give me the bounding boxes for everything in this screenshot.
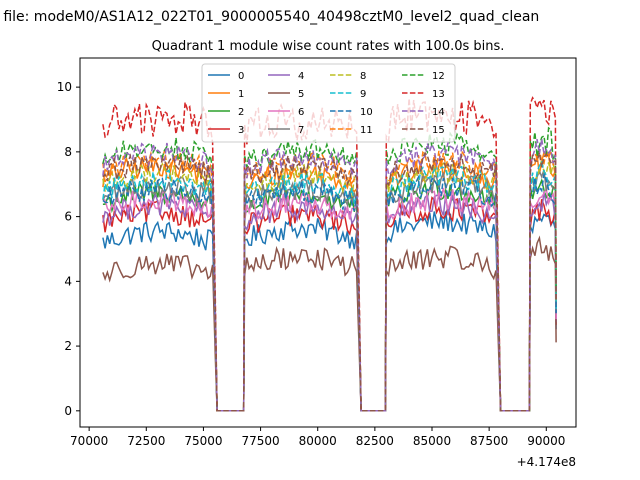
series-line-7 <box>102 169 557 412</box>
series-line-4 <box>102 191 557 412</box>
series-line-13 <box>102 96 557 412</box>
legend-label-0: 0 <box>238 71 244 82</box>
x-tick-label: 72500 <box>127 434 165 448</box>
legend-label-1: 1 <box>238 89 244 100</box>
x-tick-label: 82500 <box>356 434 394 448</box>
legend-label-8: 8 <box>360 71 366 82</box>
legend-label-2: 2 <box>238 107 244 118</box>
series-line-1 <box>102 150 557 412</box>
x-offset-label: +4.174e8 <box>517 455 576 469</box>
y-tick-label: 0 <box>64 404 72 418</box>
legend-label-5: 5 <box>298 89 304 100</box>
x-tick-label: 70000 <box>70 434 108 448</box>
x-tick-label: 80000 <box>299 434 337 448</box>
legend-label-11: 11 <box>360 125 373 136</box>
series-layer <box>102 96 557 412</box>
legend-label-7: 7 <box>298 125 304 136</box>
y-tick-label: 4 <box>64 274 72 288</box>
legend-label-12: 12 <box>432 71 445 82</box>
legend-label-10: 10 <box>360 107 373 118</box>
legend-label-9: 9 <box>360 89 366 100</box>
axes-frame <box>79 57 577 428</box>
chart-title: Quadrant 1 module wise count rates with … <box>152 39 505 54</box>
y-tick-label: 8 <box>64 145 72 159</box>
x-tick-label: 85000 <box>413 434 451 448</box>
legend-label-6: 6 <box>298 107 304 118</box>
x-tick-label: 75000 <box>184 434 222 448</box>
legend-box <box>201 63 456 143</box>
x-tick-label: 77500 <box>241 434 279 448</box>
y-tick-label: 6 <box>64 210 72 224</box>
legend-label-4: 4 <box>298 71 304 82</box>
series-line-5 <box>102 235 557 412</box>
series-line-9 <box>102 160 557 412</box>
legend-label-15: 15 <box>432 125 445 136</box>
figure-suptitle: n file: modeM0/AS1A12_022T01_9000005540_… <box>0 9 539 25</box>
legend-label-14: 14 <box>432 107 445 118</box>
series-line-3 <box>102 196 557 412</box>
series-line-6 <box>102 186 557 412</box>
series-line-0 <box>102 211 557 412</box>
x-axis: 70000 72500 75000 77500 80000 82500 85000 87500… <box>70 427 565 448</box>
series-line-14 <box>102 138 557 412</box>
plot-area <box>102 96 557 412</box>
x-tick-label: 90000 <box>527 434 565 448</box>
y-tick-label: 10 <box>57 80 72 94</box>
series-line-15 <box>102 151 557 412</box>
legend-label-13: 13 <box>432 89 445 100</box>
y-tick-label: 2 <box>64 339 72 353</box>
series-line-10 <box>102 173 557 412</box>
y-axis: 0 2 4 6 8 10 <box>57 80 80 418</box>
legend-label-3: 3 <box>238 125 244 136</box>
x-tick-label: 87500 <box>470 434 508 448</box>
